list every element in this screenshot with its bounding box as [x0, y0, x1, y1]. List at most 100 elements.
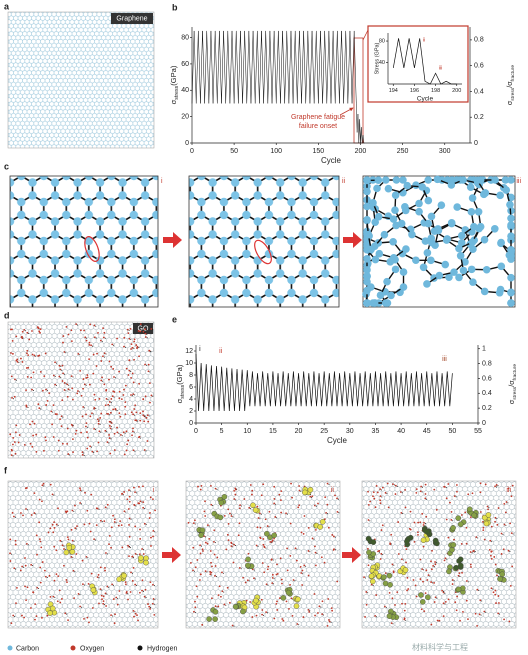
- oxygen-atom: [97, 441, 100, 444]
- oxygen-atom: [106, 412, 108, 415]
- atom: [441, 260, 450, 269]
- oxygen-atom: [227, 522, 230, 525]
- oxygen-atom: [15, 424, 18, 427]
- oxygen-atom: [16, 360, 19, 363]
- atom: [401, 206, 410, 215]
- oxygen-atom: [81, 415, 84, 418]
- oxygen-atom: [95, 365, 98, 367]
- y-tick-label: 8: [189, 372, 193, 379]
- oxygen-atom: [112, 390, 115, 393]
- oxygen-atom: [476, 588, 479, 591]
- oxygen-atom: [420, 485, 423, 488]
- oxygen-atom: [495, 484, 498, 486]
- oxygen-atom: [263, 571, 266, 574]
- hydrogen-atom: [222, 572, 224, 574]
- oxygen-atom: [433, 488, 436, 491]
- oxygen-atom: [124, 405, 127, 408]
- hydrogen-atom: [423, 569, 425, 571]
- oxygen-atom: [243, 498, 246, 500]
- oxygen-atom: [298, 504, 301, 507]
- oxygen-atom: [24, 585, 26, 588]
- oxygen-atom: [20, 357, 22, 360]
- oxygen-atom: [142, 330, 145, 333]
- hydrogen-atom: [98, 419, 100, 421]
- oxygen-atom: [194, 600, 196, 603]
- go-lattice: [361, 480, 517, 629]
- hydrogen-atom: [313, 538, 315, 540]
- atom: [468, 194, 477, 202]
- hydrogen-atom: [305, 565, 307, 567]
- hydrogen-atom: [109, 414, 111, 416]
- oxygen-atom: [139, 419, 142, 422]
- atom: [370, 299, 379, 307]
- x-tick-label: 200: [452, 88, 461, 94]
- oxygen-atom: [128, 524, 130, 526]
- hydrogen-atom: [315, 505, 317, 507]
- oxygen-atom: [59, 418, 61, 420]
- oxygen-atom: [105, 389, 108, 392]
- atom: [496, 191, 504, 200]
- oxygen-atom: [97, 331, 99, 334]
- oxygen-atom: [148, 349, 151, 352]
- oxygen-atom: [137, 330, 140, 332]
- oxygen-atom: [152, 498, 154, 501]
- oxygen-atom: [317, 502, 319, 505]
- legend-label: Carbon: [16, 645, 39, 652]
- oxygen-atom: [74, 432, 77, 435]
- oxygen-atom: [139, 500, 142, 503]
- oxygen-atom: [11, 397, 13, 399]
- hydrogen-atom: [91, 345, 93, 347]
- oxygen-atom: [469, 563, 472, 566]
- oxygen-atom: [332, 535, 335, 538]
- oxygen-atom: [133, 615, 135, 618]
- oxygen-atom: [273, 498, 276, 500]
- atom: [369, 199, 377, 207]
- oxygen-atom: [12, 436, 15, 439]
- oxygen-atom: [124, 384, 127, 387]
- oxygen-atom: [369, 500, 372, 503]
- oxygen-atom: [490, 557, 493, 560]
- oxygen-atom: [31, 388, 33, 391]
- oxygen-atom: [154, 509, 156, 512]
- oxygen-atom: [44, 575, 47, 578]
- oxygen-atom: [50, 410, 53, 413]
- oxygen-atom: [490, 587, 493, 590]
- oxygen-atom: [127, 544, 129, 547]
- oxygen-atom: [311, 537, 314, 540]
- oxygen-atom: [504, 511, 507, 514]
- oxygen-atom: [139, 323, 142, 326]
- hydrogen-atom: [471, 552, 473, 554]
- oxygen-atom: [138, 435, 141, 438]
- oxygen-atom: [10, 454, 13, 457]
- atom: [443, 235, 451, 243]
- oxygen-atom: [225, 548, 228, 551]
- oxygen-atom: [77, 390, 79, 392]
- oxygen-atom: [59, 601, 62, 604]
- hydrogen-atom: [91, 446, 93, 448]
- oxygen-atom: [74, 527, 77, 530]
- y2-tick-label: 0.8: [482, 360, 492, 367]
- oxygen-atom: [444, 600, 447, 603]
- x-axis-label: Cycle: [327, 436, 348, 445]
- oxygen-atom: [90, 344, 92, 347]
- hydrogen-atom: [364, 577, 366, 579]
- atom: [482, 265, 491, 274]
- hydrogen-atom: [240, 568, 242, 570]
- atom: [382, 176, 390, 184]
- oxygen-atom: [112, 514, 114, 517]
- x-tick-label: 55: [474, 428, 482, 435]
- arrow: [342, 547, 361, 563]
- oxygen-atom: [494, 516, 497, 519]
- panel-label: b: [172, 2, 178, 12]
- oxygen-atom: [474, 612, 477, 615]
- oxygen-atom: [132, 381, 135, 384]
- oxygen-atom: [82, 583, 84, 586]
- oxygen-atom: [31, 353, 34, 356]
- oxygen-atom: [71, 539, 74, 542]
- hydrogen-atom: [54, 596, 56, 598]
- oxygen-atom: [56, 600, 59, 603]
- hydrogen-atom: [35, 355, 37, 357]
- atom: [501, 176, 510, 184]
- oxygen-atom: [93, 336, 96, 339]
- oxygen-atom: [417, 521, 420, 524]
